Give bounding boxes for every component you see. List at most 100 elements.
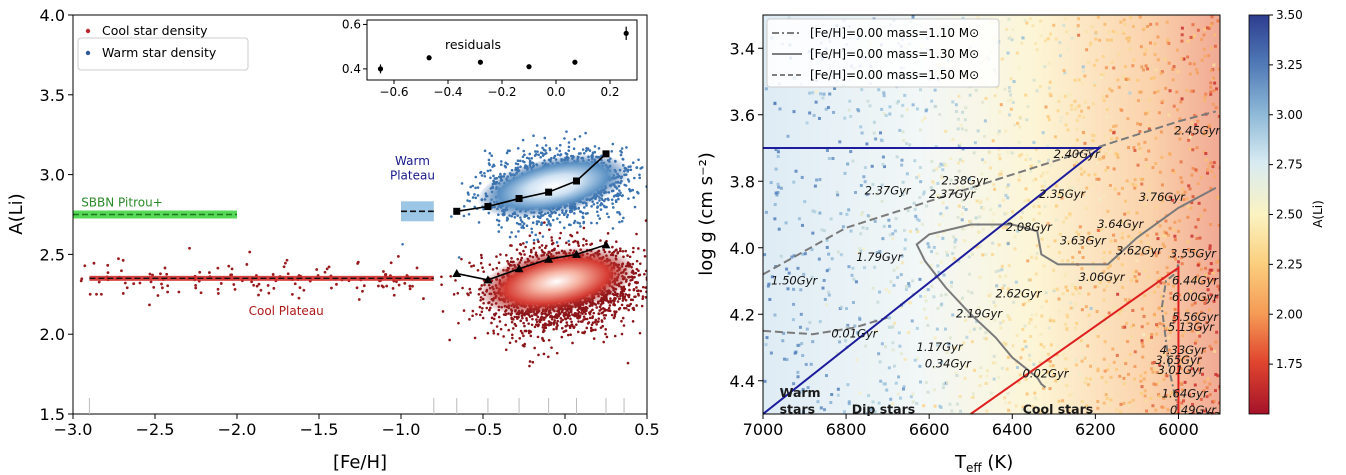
heatmap-cell xyxy=(952,257,956,261)
heatmap-cell xyxy=(923,295,927,299)
cool-star-point xyxy=(490,316,494,320)
heatmap-cell xyxy=(1156,58,1160,62)
heatmap-cell xyxy=(964,318,968,322)
inset-y-tick-label: 0.4 xyxy=(342,62,361,76)
heatmap-cell xyxy=(847,108,851,112)
heatmap-cell xyxy=(1138,231,1142,235)
heatmap-cell xyxy=(1024,187,1028,191)
heatmap-cell xyxy=(961,227,965,231)
heatmap-cell xyxy=(1209,90,1213,94)
warm-star-point xyxy=(617,197,620,201)
cool-star-point xyxy=(198,270,202,274)
heatmap-cell xyxy=(951,100,955,104)
heatmap-cell xyxy=(1043,184,1047,188)
heatmap-cell xyxy=(989,208,993,212)
heatmap-cell xyxy=(919,294,923,298)
cool-star-point xyxy=(356,262,360,265)
cool-star-point xyxy=(599,303,603,306)
heatmap-cell xyxy=(880,139,884,143)
heatmap-cell xyxy=(859,184,863,188)
cool-star-point xyxy=(252,283,256,287)
cool-star-point xyxy=(652,287,655,290)
heatmap-cell xyxy=(1156,325,1160,329)
warm-star-point xyxy=(483,149,487,153)
cool-star-point xyxy=(440,283,443,287)
cool-star-point xyxy=(534,323,538,326)
heatmap-cell xyxy=(875,251,879,255)
warm-star-point xyxy=(610,198,614,201)
heatmap-cell xyxy=(1048,319,1052,323)
cool-star-point xyxy=(551,241,555,245)
heatmap-cell xyxy=(1066,95,1070,99)
warm-star-point xyxy=(488,163,491,167)
left-x-tick-label: −2.0 xyxy=(218,420,257,439)
heatmap-cell xyxy=(1078,286,1082,290)
heatmap-cell xyxy=(1181,192,1185,196)
cool-star-point xyxy=(587,321,591,324)
warm-star-point xyxy=(491,165,494,168)
warm-star-point xyxy=(565,215,569,219)
warm-star-point xyxy=(541,154,545,157)
cool-star-point xyxy=(613,312,617,316)
heatmap-cell xyxy=(964,128,968,132)
heatmap-cell xyxy=(1092,63,1096,67)
warm-star-point xyxy=(544,149,547,152)
warm-star-point xyxy=(567,239,571,243)
heatmap-cell xyxy=(1194,123,1198,127)
cool-star-point xyxy=(566,316,570,320)
inset-x-tick-label: −0.2 xyxy=(487,85,516,99)
heatmap-cell xyxy=(1204,158,1208,162)
heatmap-cell xyxy=(1047,118,1051,122)
heatmap-cell xyxy=(786,134,790,138)
cool-star-point xyxy=(248,250,252,254)
heatmap-cell xyxy=(776,150,780,154)
cool-star-point xyxy=(543,221,546,224)
heatmap-cell xyxy=(974,216,978,220)
heatmap-cell xyxy=(1124,78,1128,82)
heatmap-cell xyxy=(1078,114,1082,118)
heatmap-cell xyxy=(972,151,976,155)
heatmap-cell xyxy=(868,104,872,108)
warm-star-point xyxy=(611,227,615,230)
heatmap-cell xyxy=(1108,250,1112,254)
heatmap-cell xyxy=(1080,81,1084,85)
warm-star-point xyxy=(478,182,482,185)
cool-star-point xyxy=(637,289,640,292)
cool-star-point xyxy=(625,306,628,310)
cool-star-point xyxy=(589,310,593,313)
heatmap-cell xyxy=(1135,183,1139,187)
cool-star-point xyxy=(607,309,610,312)
heatmap-cell xyxy=(1084,30,1088,34)
heatmap-cell xyxy=(1162,230,1166,234)
heatmap-cell xyxy=(1080,308,1084,312)
heatmap-cell xyxy=(1114,124,1118,128)
heatmap-cell xyxy=(1023,199,1027,203)
cool-star-point xyxy=(649,256,652,259)
heatmap-cell xyxy=(1052,319,1056,323)
heatmap-cell xyxy=(1198,326,1202,330)
warm-star-point xyxy=(521,155,525,159)
heatmap-cell xyxy=(1195,312,1199,316)
heatmap-cell xyxy=(1093,285,1097,289)
heatmap-cell xyxy=(1201,299,1205,303)
warm-star-point xyxy=(477,221,481,224)
heatmap-cell xyxy=(1157,381,1161,385)
heatmap-cell xyxy=(901,387,905,391)
warm-star-point xyxy=(508,235,512,239)
warm-star-point xyxy=(535,144,539,147)
heatmap-cell xyxy=(1043,180,1047,184)
cool-star-point xyxy=(654,297,657,300)
heatmap-cell xyxy=(1071,255,1075,259)
heatmap-cell xyxy=(946,253,950,257)
warm-star-point xyxy=(563,213,566,217)
warm-star-point xyxy=(489,176,492,180)
cool-star-point xyxy=(641,295,645,298)
cool-star-point xyxy=(600,320,604,323)
heatmap-cell xyxy=(829,401,833,405)
warm-star-point xyxy=(578,222,582,225)
heatmap-cell xyxy=(1142,377,1146,381)
cool-star-point xyxy=(594,318,598,322)
cool-star-point xyxy=(568,324,572,328)
heatmap-cell xyxy=(852,277,856,281)
heatmap-cell xyxy=(887,366,891,370)
